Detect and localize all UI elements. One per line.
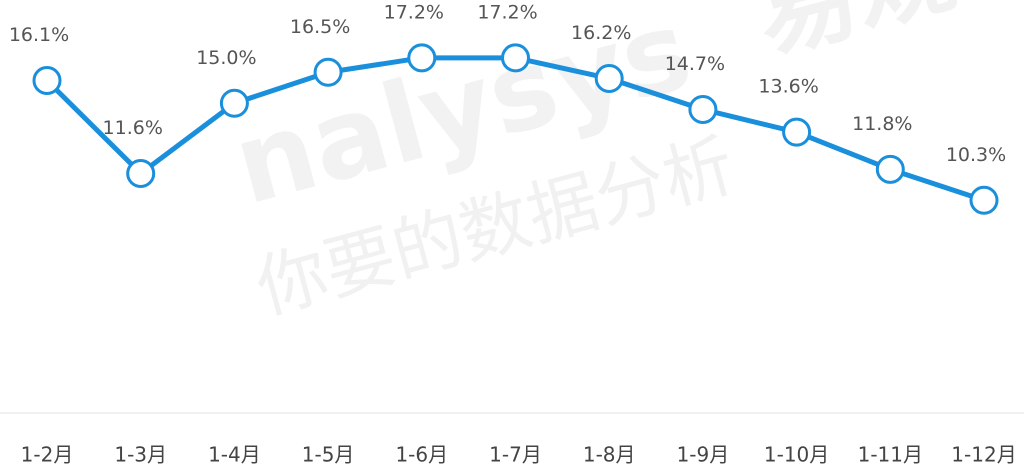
data-label: 11.8% [852,113,912,135]
marker [313,57,343,87]
x-tick-label: 1-6月 [395,443,448,467]
x-tick-label: 1-12月 [951,443,1016,467]
watermark: 易观 [743,0,966,75]
x-tick-label: 1-2月 [21,443,74,467]
x-tick-label: 1-11月 [858,443,923,467]
data-label: 11.6% [103,117,163,139]
data-label: 16.1% [9,24,69,46]
data-label: 17.2% [384,1,444,23]
data-label: 17.2% [477,1,537,23]
x-tick-label: 1-9月 [677,443,730,467]
marker [32,66,62,96]
marker [501,43,530,73]
x-tick-label: 1-7月 [489,443,542,467]
x-tick-label: 1-4月 [208,443,261,467]
marker [688,94,718,124]
x-tick-label: 1-8月 [583,443,636,467]
marker [126,158,156,188]
data-label: 13.6% [758,76,818,98]
marker [594,63,624,93]
data-label: 10.3% [946,144,1006,166]
data-label: 16.5% [290,16,350,38]
marker [969,185,999,215]
marker [875,154,905,184]
x-tick-label: 1-3月 [114,443,167,467]
marker [219,88,249,118]
data-label: 14.7% [665,53,725,75]
data-label: 16.2% [571,22,631,44]
x-tick-label: 1-10月 [764,443,829,467]
marker [782,117,812,147]
x-tick-label: 1-5月 [302,443,355,467]
marker [407,43,437,73]
data-label: 15.0% [196,47,256,69]
